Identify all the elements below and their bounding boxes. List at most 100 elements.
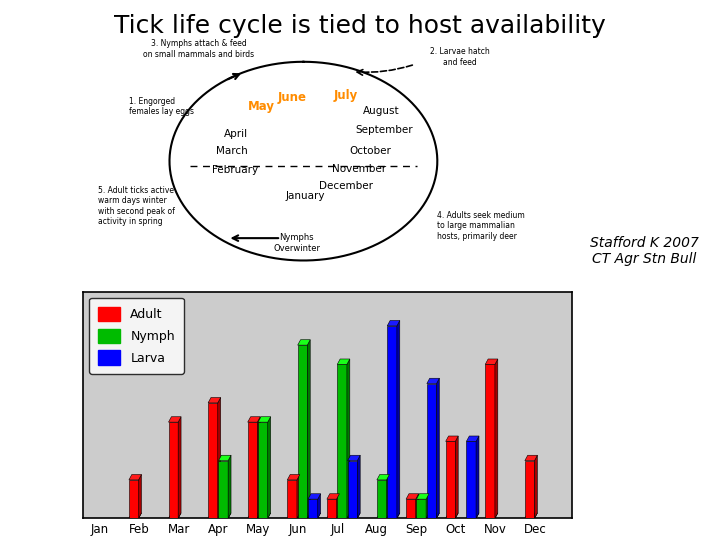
Text: Stafford K 2007
CT Agr Stn Bull: Stafford K 2007 CT Agr Stn Bull: [590, 236, 699, 266]
Polygon shape: [168, 513, 181, 518]
Polygon shape: [308, 499, 318, 518]
Text: August: August: [363, 106, 400, 117]
Polygon shape: [467, 436, 479, 441]
Polygon shape: [416, 513, 429, 518]
Polygon shape: [446, 441, 455, 518]
Polygon shape: [455, 436, 458, 518]
Polygon shape: [297, 345, 307, 518]
Polygon shape: [467, 513, 479, 518]
Polygon shape: [348, 513, 360, 518]
Polygon shape: [297, 340, 310, 345]
Legend: Adult, Nymph, Larva: Adult, Nymph, Larva: [89, 298, 184, 374]
Polygon shape: [426, 494, 429, 518]
Polygon shape: [218, 455, 231, 461]
Polygon shape: [258, 422, 268, 518]
Polygon shape: [397, 320, 400, 518]
Polygon shape: [416, 499, 426, 518]
Text: 4. Adults seek medium
to large mammalian
hosts, primarily deer: 4. Adults seek medium to large mammalian…: [437, 211, 525, 241]
Text: Nymphs
Overwinter: Nymphs Overwinter: [273, 233, 320, 253]
Polygon shape: [436, 378, 439, 518]
Polygon shape: [218, 461, 228, 518]
Polygon shape: [168, 417, 181, 422]
Polygon shape: [327, 513, 339, 518]
Polygon shape: [129, 480, 138, 518]
Polygon shape: [336, 494, 339, 518]
Polygon shape: [337, 513, 350, 518]
Polygon shape: [248, 417, 260, 422]
Polygon shape: [525, 461, 534, 518]
Polygon shape: [337, 359, 350, 364]
Polygon shape: [178, 417, 181, 518]
Polygon shape: [467, 441, 476, 518]
Polygon shape: [258, 513, 271, 518]
Polygon shape: [208, 397, 220, 403]
Polygon shape: [218, 513, 231, 518]
Polygon shape: [287, 480, 297, 518]
Polygon shape: [308, 513, 320, 518]
Text: Tick life cycle is tied to host availability: Tick life cycle is tied to host availabi…: [114, 14, 606, 37]
Polygon shape: [307, 340, 310, 518]
Polygon shape: [327, 499, 336, 518]
Text: November: November: [332, 164, 386, 173]
Polygon shape: [297, 475, 300, 518]
Polygon shape: [416, 494, 429, 499]
Polygon shape: [476, 436, 479, 518]
Polygon shape: [138, 475, 141, 518]
Polygon shape: [287, 513, 300, 518]
Polygon shape: [525, 455, 537, 461]
Polygon shape: [258, 417, 271, 422]
Polygon shape: [208, 403, 217, 518]
Polygon shape: [427, 378, 439, 383]
Text: 3. Nymphs attach & feed
on small mammals and birds: 3. Nymphs attach & feed on small mammals…: [143, 39, 254, 59]
Polygon shape: [327, 494, 339, 499]
Polygon shape: [208, 513, 220, 518]
Polygon shape: [485, 364, 495, 518]
Polygon shape: [377, 480, 387, 518]
Polygon shape: [387, 326, 397, 518]
Text: June: June: [278, 91, 307, 104]
Polygon shape: [287, 475, 300, 480]
Polygon shape: [415, 494, 418, 518]
Polygon shape: [217, 397, 220, 518]
Text: July: July: [333, 89, 358, 102]
Polygon shape: [268, 417, 271, 518]
Polygon shape: [406, 513, 418, 518]
Polygon shape: [446, 513, 458, 518]
Polygon shape: [406, 494, 418, 499]
Polygon shape: [129, 513, 141, 518]
Polygon shape: [406, 499, 415, 518]
Polygon shape: [525, 513, 537, 518]
Polygon shape: [168, 422, 178, 518]
Polygon shape: [427, 383, 436, 518]
Polygon shape: [485, 359, 498, 364]
Polygon shape: [485, 513, 498, 518]
Text: 5. Adult ticks active
warm days winter
with second peak of
activity in spring: 5. Adult ticks active warm days winter w…: [98, 186, 175, 226]
Polygon shape: [228, 455, 231, 518]
Polygon shape: [129, 475, 141, 480]
Polygon shape: [387, 320, 400, 326]
Text: February: February: [212, 165, 258, 175]
Polygon shape: [387, 513, 400, 518]
Text: April: April: [225, 129, 248, 139]
Text: December: December: [319, 181, 373, 191]
Polygon shape: [257, 417, 260, 518]
Polygon shape: [377, 513, 390, 518]
Polygon shape: [348, 455, 360, 461]
Polygon shape: [446, 436, 458, 441]
Text: October: October: [349, 146, 391, 156]
Text: 1. Engorged
females lay eggs: 1. Engorged females lay eggs: [130, 97, 194, 116]
Text: September: September: [355, 125, 413, 135]
Polygon shape: [495, 359, 498, 518]
Polygon shape: [297, 513, 310, 518]
Text: January: January: [286, 191, 325, 201]
Polygon shape: [347, 359, 350, 518]
Polygon shape: [534, 455, 537, 518]
Polygon shape: [357, 455, 360, 518]
Text: March: March: [216, 146, 248, 156]
Polygon shape: [377, 475, 390, 480]
Polygon shape: [427, 513, 439, 518]
Polygon shape: [308, 494, 320, 499]
Text: May: May: [248, 100, 274, 113]
Polygon shape: [318, 494, 320, 518]
Text: 2. Larvae hatch
and feed: 2. Larvae hatch and feed: [430, 47, 490, 66]
